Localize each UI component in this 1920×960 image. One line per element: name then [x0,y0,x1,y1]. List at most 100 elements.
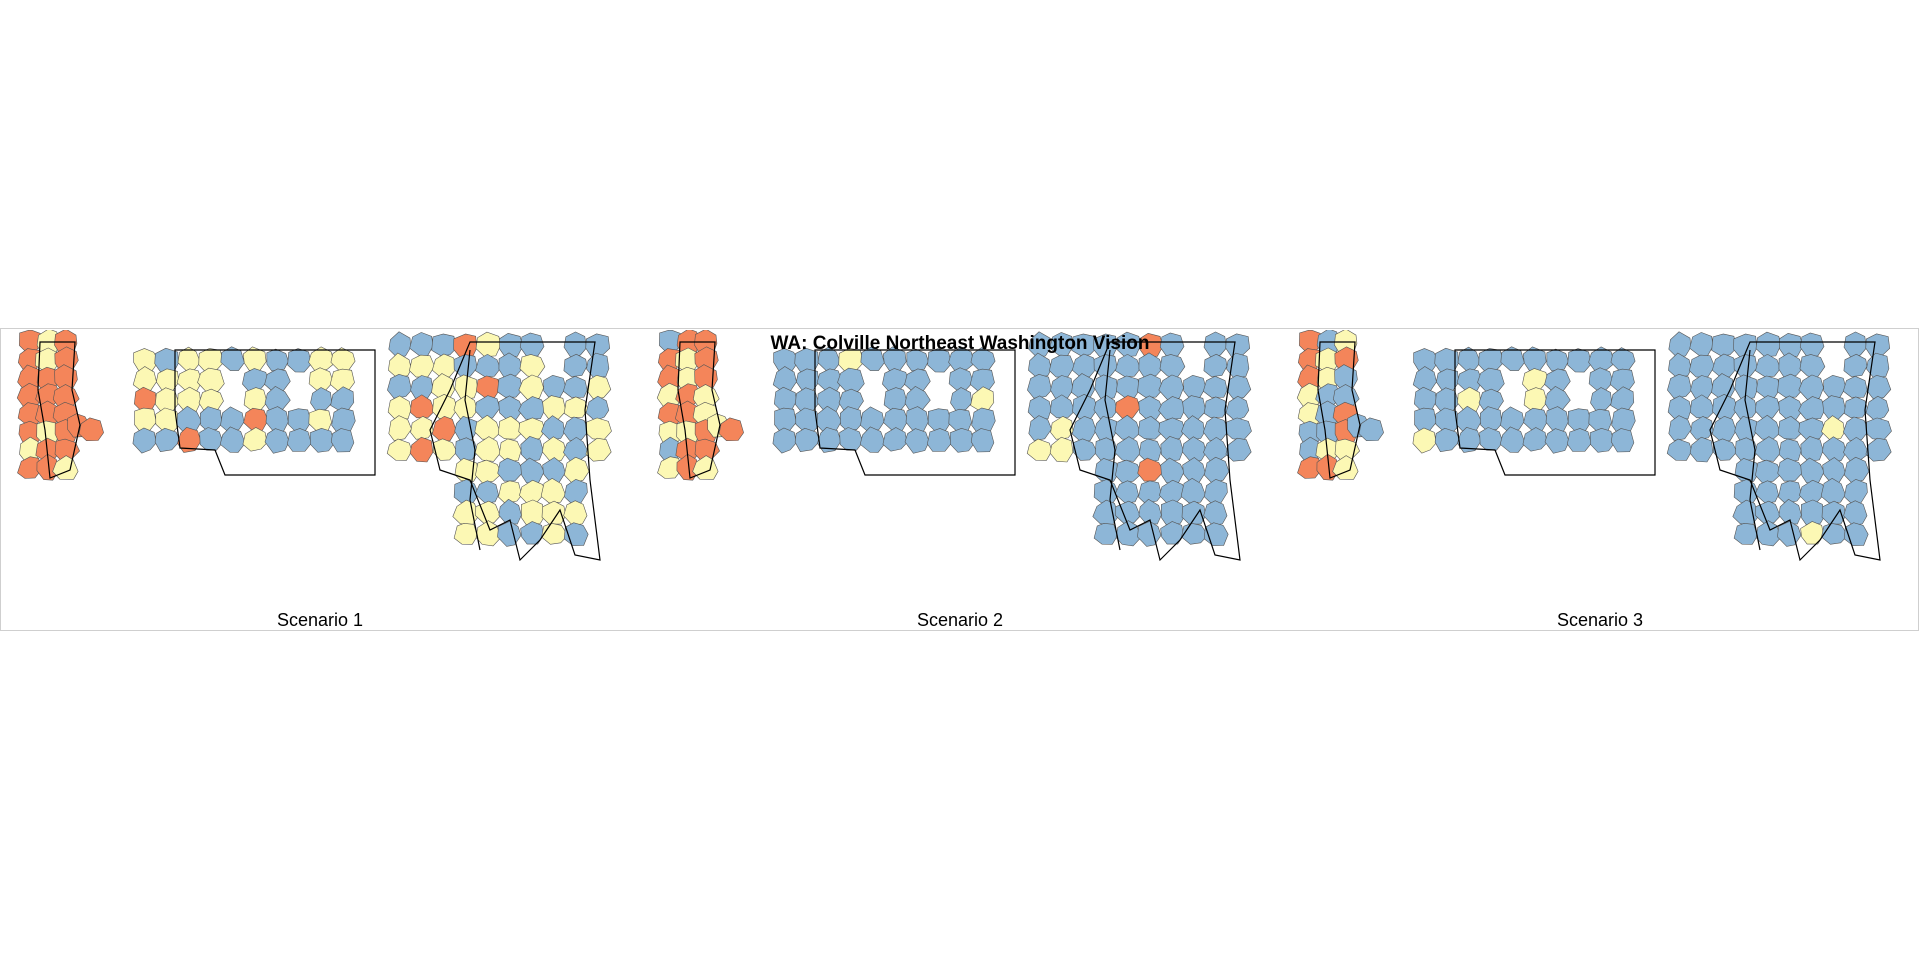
planning-unit [1865,395,1890,422]
planning-unit [132,427,157,454]
planning-unit [1822,457,1846,483]
planning-unit [519,354,546,378]
planning-unit [475,520,502,547]
planning-unit [219,426,246,453]
planning-unit [453,394,478,419]
planning-unit [1358,417,1384,442]
planning-unit [266,348,289,372]
planning-unit [1434,427,1461,453]
planning-unit [1666,438,1693,461]
planning-unit [498,480,523,504]
planning-unit [839,406,863,431]
planning-unit [1544,428,1570,454]
planning-unit [1183,374,1207,399]
east-boundary [429,341,601,562]
planning-unit [1072,438,1098,461]
planning-unit [431,333,457,357]
planning-unit [388,352,412,378]
planning-unit [1545,406,1569,433]
planning-unit [563,500,588,526]
planning-unit [308,408,332,432]
planning-unit [1866,417,1892,441]
planning-unit [1668,352,1692,378]
planning-unit [1115,459,1142,484]
planning-unit [1138,480,1163,504]
planning-unit [410,415,434,440]
planning-unit [1689,436,1714,463]
planning-unit [409,436,434,463]
planning-unit [1138,498,1162,525]
east-boundary [1069,341,1241,562]
west-boundary [677,341,721,479]
planning-unit [541,522,569,545]
planning-unit [1778,438,1802,462]
planning-unit [1114,395,1141,419]
planning-unit [1733,394,1758,419]
planning-unit [1226,417,1252,441]
planning-unit [1821,500,1847,525]
planning-unit [242,427,268,452]
planning-unit [474,395,501,419]
planning-unit [432,438,458,461]
planning-unit [883,387,908,412]
planning-unit [1798,374,1824,400]
planning-unit [1800,521,1824,545]
planning-unit [1137,373,1163,398]
planning-unit [431,415,457,443]
planning-unit [1027,395,1052,420]
planning-unit [331,407,356,433]
west-boundary [37,341,81,479]
planning-unit [1028,415,1052,441]
planning-unit [971,407,996,433]
planning-unit [1026,438,1053,461]
planning-unit [453,522,478,545]
planning-unit [1588,408,1612,432]
planning-unit [520,457,545,484]
planning-unit [1610,386,1635,411]
planning-unit [387,395,412,420]
planning-unit [1733,522,1758,545]
planning-unit [1755,520,1782,547]
planning-unit [540,478,566,504]
planning-unit [950,387,973,411]
planning-unit [264,428,290,454]
planning-unit [1755,353,1781,378]
planning-unit [1027,373,1052,399]
planning-unit [1203,500,1228,526]
planning-unit [1202,375,1228,398]
planning-unit [1711,333,1737,357]
planning-unit [387,373,412,399]
planning-unit [794,427,821,453]
planning-unit [1413,386,1437,413]
planning-unit [1477,367,1505,393]
planning-unit [1225,437,1252,462]
planning-unit [1182,457,1206,483]
planning-unit [1777,457,1804,482]
planning-unit [78,417,104,442]
planning-unit [1071,415,1097,443]
east-boundary [1709,341,1881,562]
planning-unit [1778,498,1802,525]
planning-unit [1115,331,1142,358]
planning-unit [1071,333,1097,357]
planning-unit [1522,427,1548,452]
planning-unit [133,386,157,413]
planning-unit [541,415,565,441]
planning-unit [197,367,225,393]
planning-unit [287,408,312,432]
planning-unit [454,415,478,441]
planning-unit [17,456,41,479]
planning-unit [1115,520,1142,547]
planning-unit [1546,348,1569,372]
planning-unit [1610,428,1635,453]
planning-unit [1160,457,1185,484]
planning-unit [837,367,865,393]
east-river [1744,349,1761,551]
planning-unit [518,374,544,400]
planning-unit [498,498,522,525]
planning-unit [1711,415,1737,443]
map-panel-scenario-2: Scenario 2 [640,330,1280,630]
planning-unit [497,415,523,440]
planning-unit [562,375,588,398]
planning-unit [927,408,952,432]
